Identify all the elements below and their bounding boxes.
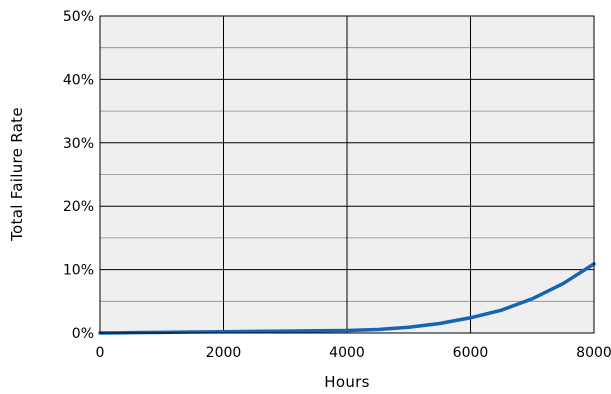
x-tick-label-3: 6000: [453, 345, 489, 361]
x-tick-label-0: 0: [96, 345, 105, 361]
y-tick-label-4: 40%: [63, 72, 94, 88]
y-tick-label-5: 50%: [63, 9, 94, 25]
y-tick-labels: 0% 10% 20% 30% 40% 50%: [63, 9, 94, 342]
x-tick-labels: 0 2000 4000 6000 8000: [96, 345, 611, 361]
y-tick-label-1: 10%: [63, 263, 94, 279]
x-tick-label-2: 4000: [329, 345, 365, 361]
x-tick-label-4: 8000: [576, 345, 611, 361]
y-tick-label-0: 0%: [72, 326, 94, 342]
y-axis-title: Total Failure Rate: [8, 107, 26, 242]
series-group: [98, 262, 596, 335]
series-line-0: [98, 262, 596, 335]
y-tick-label-2: 20%: [63, 199, 94, 215]
plot-border: [99, 15, 595, 334]
x-tick-label-1: 2000: [206, 345, 242, 361]
x-axis-title: Hours: [324, 373, 369, 391]
y-tick-label-3: 30%: [63, 136, 94, 152]
